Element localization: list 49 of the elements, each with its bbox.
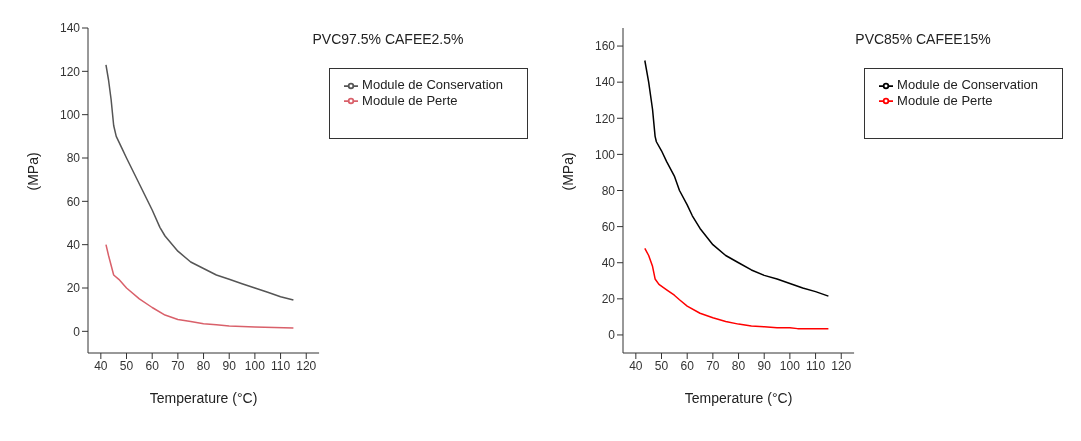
x-tick-label: 70 (171, 358, 185, 373)
x-tick-label: 50 (654, 358, 669, 373)
x-tick-label: 110 (805, 358, 826, 373)
y-tick-label: 120 (59, 64, 81, 79)
y-tick-label: 0 (73, 324, 81, 339)
x-tick-label: 70 (706, 358, 720, 373)
y-tick-label: 160 (594, 39, 616, 54)
y-tick-label: 80 (66, 151, 81, 166)
x-tick-label: 60 (680, 358, 695, 373)
y-axis-title: (MPa) (24, 152, 41, 191)
x-tick-label: 100 (779, 358, 801, 373)
line-series (644, 59, 830, 297)
line-series (105, 243, 295, 329)
text: PVC97.5% CAFEE2.5% (312, 31, 464, 47)
y-tick-label: 60 (601, 219, 616, 234)
x-tick-label: 100 (244, 358, 266, 373)
y-tick-label: 60 (66, 194, 81, 209)
y-tick-label: 100 (59, 107, 81, 122)
x-tick-label: 60 (145, 358, 160, 373)
legend-label: Module de Conservation (897, 77, 1038, 92)
legend-label: Module de Perte (897, 92, 993, 108)
x-tick-label: 80 (196, 358, 211, 373)
legend-label: Module de Perte (362, 92, 458, 108)
legend-label: Module de Conservation (362, 77, 503, 92)
y-tick-label: 140 (594, 75, 616, 90)
x-tick-label: 50 (119, 358, 134, 373)
x-tick-label: 90 (757, 358, 772, 373)
y-tick-label: 20 (66, 281, 81, 296)
x-tick-label: 110 (270, 358, 291, 373)
y-tick-label: 140 (59, 21, 81, 36)
y-tick-label: 80 (601, 183, 616, 198)
x-tick-label: 40 (629, 358, 643, 373)
y-tick-label: 120 (594, 111, 616, 126)
text: PVC85% CAFEE15% (855, 31, 991, 47)
y-tick-label: 0 (608, 328, 616, 343)
x-axis-title: Temperature (°C) (149, 390, 258, 406)
x-tick-label: 40 (94, 358, 108, 373)
y-tick-label: 100 (594, 147, 616, 162)
x-axis-title: Temperature (°C) (684, 390, 793, 406)
y-tick-label: 40 (601, 255, 616, 270)
y-tick-label: 20 (601, 292, 616, 307)
y-tick-label: 40 (66, 237, 81, 252)
line-series (644, 247, 830, 330)
y-axis-title: (MPa) (559, 152, 576, 191)
line-series (105, 64, 295, 301)
x-tick-label: 120 (296, 358, 317, 373)
x-tick-label: 90 (222, 358, 237, 373)
x-tick-label: 120 (831, 358, 852, 373)
x-tick-label: 80 (731, 358, 746, 373)
